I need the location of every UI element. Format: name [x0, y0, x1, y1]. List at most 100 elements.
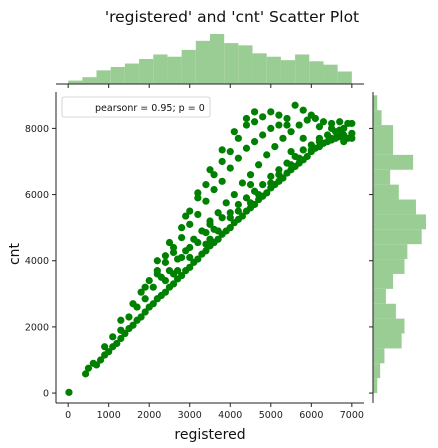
scatter-point — [267, 124, 275, 132]
scatter-point — [226, 209, 234, 217]
scatter-point — [307, 111, 315, 119]
scatter-point — [186, 207, 194, 215]
x-tick-label: 4000 — [218, 410, 242, 421]
scatter-point — [259, 181, 267, 189]
scatter-point — [186, 243, 194, 252]
scatter-point — [206, 235, 214, 243]
scatter-point — [234, 207, 242, 215]
chart-title: 'registered' and 'cnt' Scatter Plot — [105, 8, 359, 26]
scatter-point — [336, 126, 344, 134]
scatter-point — [242, 194, 251, 202]
right-hist-bar — [373, 154, 414, 170]
scatter-point — [202, 229, 210, 237]
scatter-point — [226, 214, 234, 222]
scatter-point — [169, 243, 178, 252]
right-hist-bar — [373, 273, 394, 289]
scatter-point — [141, 308, 149, 316]
scatter-point — [105, 348, 113, 356]
scatter-point — [206, 166, 214, 174]
scatter-point — [169, 280, 178, 288]
scatter-point — [291, 101, 299, 109]
top-hist-bar — [210, 34, 225, 84]
scatter-point — [117, 334, 125, 343]
top-hist-bar — [68, 80, 83, 84]
right-hist-bar — [373, 348, 385, 364]
scatter-point — [307, 146, 315, 154]
scatter-point — [283, 121, 291, 129]
scatter-point — [117, 316, 125, 324]
scatter-point — [169, 270, 178, 278]
top-hist-bar — [238, 45, 253, 84]
top-hist-bar — [124, 63, 140, 84]
scatter-point — [299, 146, 307, 154]
top-histogram — [56, 34, 364, 88]
scatter-point — [113, 339, 121, 348]
scatter-point — [141, 283, 149, 291]
scatter-point — [348, 134, 356, 142]
scatter-point — [267, 108, 275, 116]
scatter-point — [96, 356, 105, 364]
scatter-point — [125, 313, 133, 321]
scatter-point — [194, 189, 202, 197]
right-hist-bar — [373, 318, 405, 334]
scatter-point — [165, 238, 174, 247]
scatter-point — [141, 295, 149, 303]
scatter-point — [214, 235, 222, 243]
x-axis-title: registered — [174, 427, 245, 443]
right-hist-bar — [373, 244, 408, 260]
scatter-point — [303, 152, 311, 161]
x-tick-label: 5000 — [259, 410, 283, 421]
top-hist-bar — [337, 71, 352, 84]
y-tick-label: 6000 — [25, 190, 49, 201]
x-tick-label: 6000 — [299, 410, 323, 421]
top-hist-bar — [139, 59, 154, 84]
scatter-point — [275, 121, 283, 129]
scatter-point — [315, 123, 324, 131]
scatter-point — [267, 172, 275, 180]
scatter-point — [246, 171, 255, 179]
right-hist-bar — [373, 125, 394, 140]
scatter-plot-area: 0 1000 2000 3000 4000 5000 6000 7000 0 2000 4000 60… — [25, 92, 364, 421]
scatter-point — [161, 276, 170, 285]
right-hist-bar — [373, 169, 391, 185]
scatter-point — [259, 113, 267, 121]
scatter-point — [327, 119, 336, 128]
scatter-point — [267, 179, 275, 187]
top-hist-bar — [82, 77, 97, 84]
scatter-point — [242, 121, 251, 129]
scatter-point — [348, 119, 356, 128]
scatter-point — [263, 189, 271, 197]
scatter-point — [255, 161, 263, 169]
scatter-point — [214, 227, 222, 235]
x-tick-label: 7000 — [340, 410, 364, 421]
scatter-point — [238, 212, 247, 220]
scatter-point — [327, 124, 336, 132]
scatter-point — [129, 321, 137, 329]
y-tick-label: 4000 — [25, 256, 49, 267]
right-hist-bar — [373, 259, 405, 274]
scatter-point — [81, 370, 90, 378]
scatter-point — [186, 220, 194, 228]
scatter-point — [129, 300, 137, 308]
scatter-point — [250, 138, 259, 146]
scatter-point — [117, 326, 125, 334]
scatter-point — [218, 146, 226, 154]
right-histogram — [369, 92, 426, 403]
x-tick-label: 0 — [65, 410, 71, 421]
scatter-point — [315, 138, 324, 146]
scatter-point — [275, 171, 283, 179]
scatter-point — [238, 179, 247, 187]
scatter-point — [336, 118, 344, 126]
scatter-point — [279, 134, 287, 142]
scatter-point — [194, 238, 202, 247]
scatter-point — [218, 177, 226, 185]
right-hist-bar — [373, 184, 399, 200]
scatter-point — [202, 247, 210, 255]
scatter-point — [149, 300, 157, 308]
scatter-point — [149, 283, 157, 291]
scatter-point — [319, 118, 328, 126]
top-hist-bar — [224, 43, 239, 84]
scatter-point — [210, 186, 218, 194]
scatter-point — [234, 154, 242, 162]
legend: pearsonr = 0.95; p = 0 — [61, 96, 211, 118]
